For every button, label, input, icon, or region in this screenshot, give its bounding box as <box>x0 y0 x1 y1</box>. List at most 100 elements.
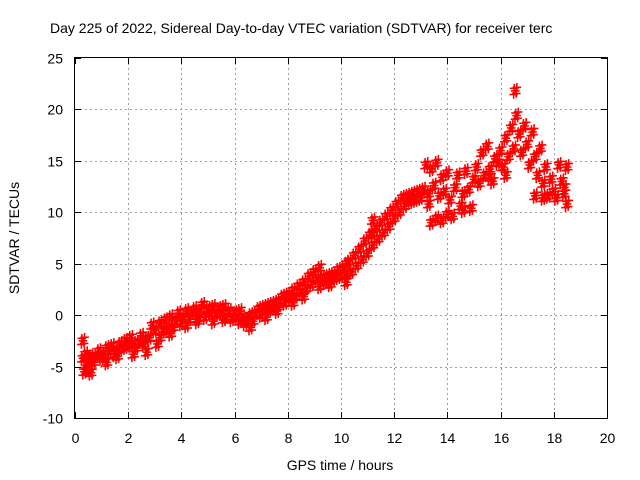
data-point <box>298 289 307 299</box>
data-point <box>314 279 323 289</box>
data-point <box>473 176 483 186</box>
data-point <box>385 224 395 234</box>
data-point <box>556 174 566 184</box>
data-point <box>425 202 435 211</box>
data-point <box>561 185 570 195</box>
data-point <box>303 269 313 278</box>
data-point <box>431 211 440 221</box>
data-point <box>340 256 350 266</box>
data-point <box>418 182 427 192</box>
y-tick-label: -5 <box>51 360 64 376</box>
data-point <box>481 139 491 149</box>
data-point <box>518 150 528 160</box>
data-point <box>468 172 478 182</box>
data-point <box>452 185 461 195</box>
data-point <box>438 218 448 228</box>
data-point <box>513 113 522 123</box>
data-point <box>430 183 440 193</box>
data-point <box>523 142 533 152</box>
data-point <box>450 180 459 190</box>
data-point <box>191 312 201 321</box>
data-point <box>531 194 541 203</box>
data-point <box>138 332 148 342</box>
data-point <box>449 214 459 224</box>
data-point <box>433 161 443 170</box>
data-point <box>293 279 302 289</box>
data-point <box>390 216 400 226</box>
data-point <box>189 302 198 311</box>
data-point <box>497 160 507 169</box>
x-tick-label: 20 <box>600 430 616 446</box>
data-point <box>210 319 219 329</box>
data-point <box>261 310 270 319</box>
data-point <box>539 181 549 191</box>
y-tick-label: 0 <box>55 308 63 324</box>
data-point <box>130 352 139 362</box>
data-point <box>77 333 87 343</box>
data-point <box>79 339 89 348</box>
data-point <box>181 304 190 313</box>
data-point <box>314 260 323 270</box>
data-point <box>348 270 358 279</box>
data-point <box>559 180 568 190</box>
data-point <box>462 169 472 179</box>
data-point <box>417 196 427 205</box>
y-tick-labels: -10 -5 0 5 10 15 20 25 <box>43 51 63 427</box>
data-point <box>500 168 510 177</box>
data-point <box>149 323 159 333</box>
data-point <box>173 306 182 315</box>
data-point <box>343 261 352 271</box>
data-point <box>93 344 103 353</box>
x-tick-label: 14 <box>440 430 456 446</box>
data-point <box>80 347 89 356</box>
data-point <box>263 315 272 325</box>
y-tick-label: 5 <box>55 257 63 273</box>
data-point <box>484 162 494 171</box>
chart-title: Day 225 of 2022, Sidereal Day-to-day VTE… <box>50 20 552 36</box>
data-point <box>442 207 451 217</box>
data-point <box>236 309 246 318</box>
data-point <box>505 155 514 164</box>
data-point <box>289 301 299 310</box>
data-point <box>234 304 244 313</box>
data-point <box>486 175 496 185</box>
y-tick-label: 25 <box>47 51 63 67</box>
data-point <box>531 155 541 164</box>
data-point <box>197 297 206 307</box>
data-point <box>444 193 454 202</box>
data-point <box>367 213 377 223</box>
data-point <box>484 144 493 154</box>
data-point <box>468 206 477 216</box>
data-point <box>353 264 363 273</box>
x-tick-label: 6 <box>232 430 240 446</box>
data-point <box>207 300 217 309</box>
data-point <box>439 184 448 194</box>
data-point <box>327 282 336 292</box>
data-point <box>359 257 368 267</box>
data-point <box>154 330 164 340</box>
data-point <box>497 148 506 158</box>
data-point <box>426 215 435 225</box>
tick-marks <box>75 58 608 419</box>
data-point <box>476 181 485 191</box>
data-point <box>141 345 151 354</box>
data-point <box>537 191 547 200</box>
data-point <box>548 184 558 194</box>
y-tick-label: 15 <box>47 154 63 170</box>
x-axis-label: GPS time / hours <box>287 457 394 473</box>
data-point <box>316 284 326 294</box>
data-point <box>505 121 515 130</box>
data-point <box>101 355 111 365</box>
data-point <box>516 145 526 155</box>
data-point <box>473 165 483 174</box>
data-point <box>460 164 470 173</box>
data-point <box>527 125 536 134</box>
data-point <box>495 143 504 153</box>
data-point <box>207 314 217 324</box>
data-point <box>194 317 203 327</box>
x-tick-label: 10 <box>334 430 350 446</box>
data-point <box>428 167 437 176</box>
data-point <box>369 243 379 253</box>
data-point <box>561 160 571 169</box>
data-point <box>521 124 530 133</box>
